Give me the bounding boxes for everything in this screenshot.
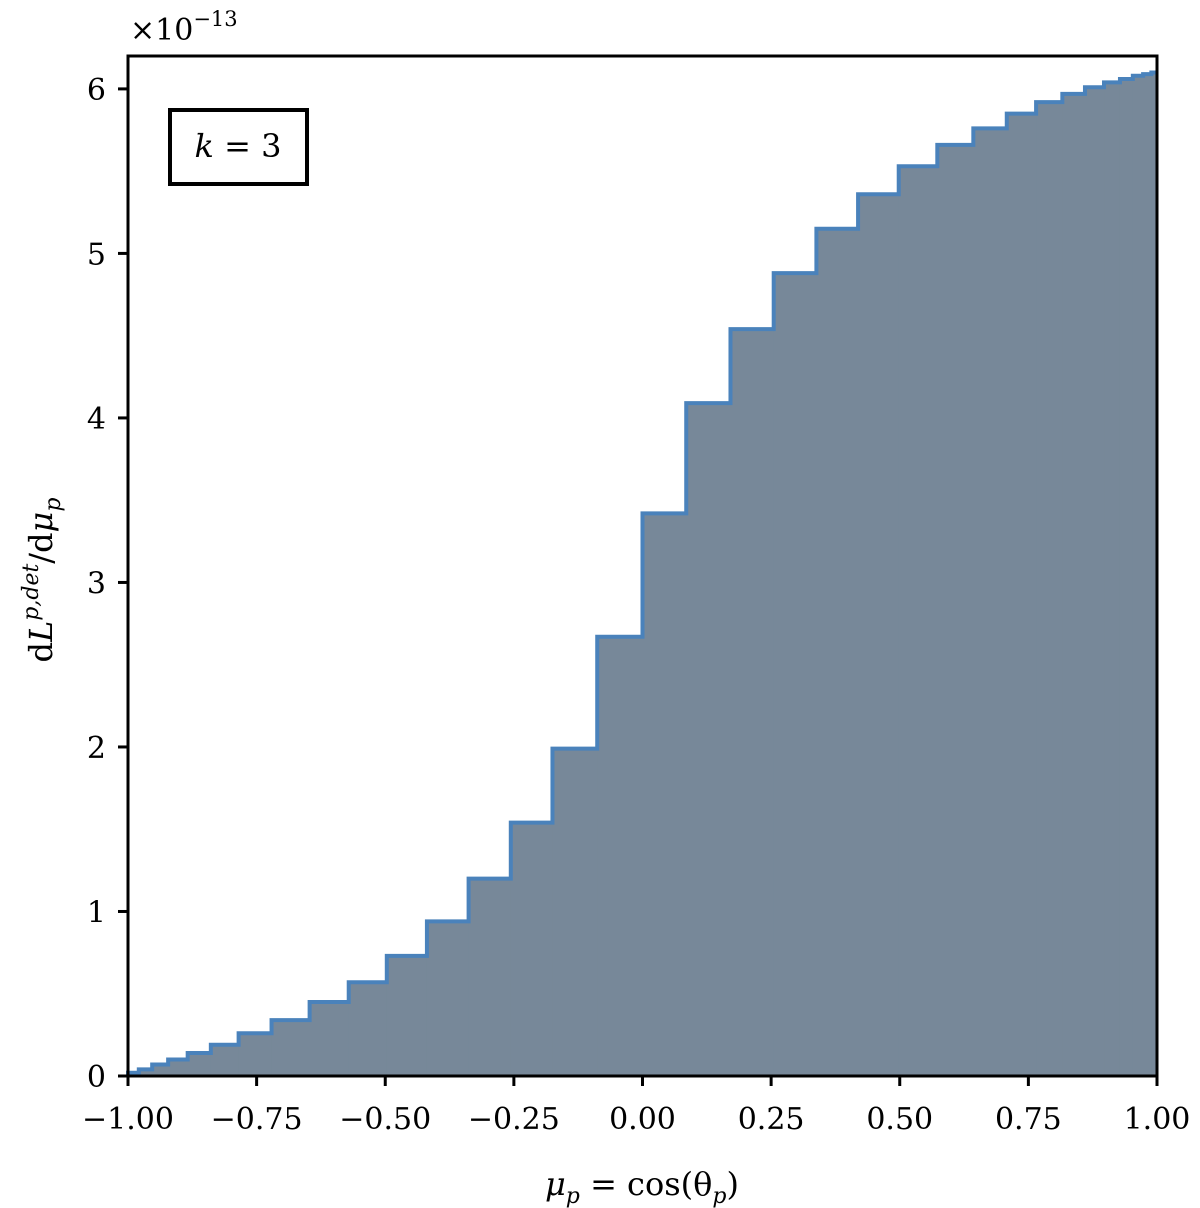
histogram-bar [1119,79,1134,1077]
histogram-bar [1143,74,1152,1076]
histogram-bar [773,273,818,1077]
y-axis-label: dLp,det/dμp [19,498,66,663]
histogram-bar [426,921,470,1076]
histogram-bar [730,329,775,1076]
y-tick-label: 4 [87,402,106,437]
histogram-bar [898,166,938,1076]
histogram-bar [1151,72,1158,1077]
y-offset-text: ×10−13 [130,7,238,48]
histogram-bar [816,228,859,1076]
x-tick-label: 0.25 [738,1102,805,1137]
histogram-bar [597,636,644,1076]
histogram-bar [1062,93,1086,1077]
histogram-bar [1132,75,1144,1076]
histogram-bar [686,403,732,1076]
y-tick-label: 3 [87,566,106,601]
histogram-bar [152,1064,169,1076]
y-tick-label: 1 [87,895,106,930]
x-tick-label: −0.25 [468,1102,560,1137]
histogram-bar [1104,82,1121,1077]
histogram-bar [386,955,428,1076]
y-tick-label: 6 [87,73,106,108]
histogram-bar [858,194,900,1076]
x-tick-label: −0.50 [339,1102,431,1137]
histogram-bar [937,144,974,1076]
histogram-bar [348,982,388,1076]
histogram-bar [1036,102,1063,1076]
histogram-bar [138,1069,153,1076]
x-tick-label: 0.00 [609,1102,676,1137]
y-tick-label: 0 [87,1060,106,1095]
histogram-bar [642,513,687,1076]
histogram-bar [468,878,512,1076]
histogram-bar [271,1020,311,1076]
histogram-bar [309,1001,350,1076]
histogram-bar [238,1033,273,1076]
x-tick-label: 0.75 [995,1102,1062,1137]
x-tick-label: −0.75 [211,1102,303,1137]
x-tick-label: 1.00 [1124,1102,1191,1137]
x-tick-label: −1.00 [82,1102,174,1137]
annotation-box: k = 3 [168,108,309,186]
histogram-bar [210,1044,240,1076]
annotation-text: k = 3 [195,127,282,165]
axes: −1.00 −0.75 −0.50 −0.25 0.00 0.25 0.50 0.75 1.00… [82,54,1191,1137]
histogram-bar [1006,113,1037,1077]
histogram-bar [552,748,598,1076]
histogram-step-line [126,70,1157,1076]
y-tick-label: 5 [87,237,106,272]
plot-area [126,70,1158,1077]
x-axis-label: μp = cos(θp) [545,1165,739,1208]
histogram-bar [510,822,554,1076]
annotation-frame [168,108,309,186]
x-tick-label: 0.50 [866,1102,933,1137]
histogram-bar [1084,87,1105,1077]
histogram-bar [187,1052,212,1076]
histogram-bar [168,1059,189,1076]
y-tick-label: 2 [87,731,106,766]
histogram-bar [973,128,1008,1077]
